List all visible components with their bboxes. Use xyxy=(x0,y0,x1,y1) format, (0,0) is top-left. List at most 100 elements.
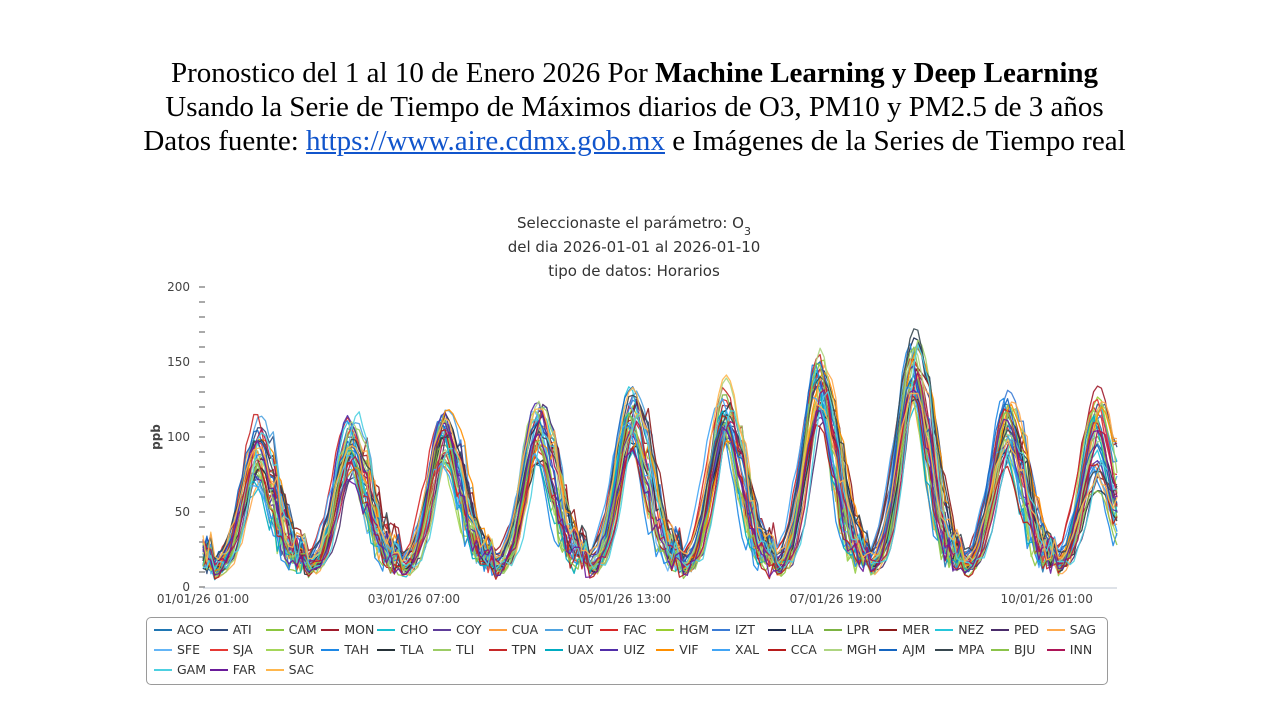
legend-label: TLI xyxy=(456,642,475,657)
legend-label: TAH xyxy=(344,642,370,657)
series-line-sac[interactable] xyxy=(202,374,1118,563)
series-line-ajm[interactable] xyxy=(202,361,1118,564)
legend-swatch xyxy=(600,648,619,651)
source-link[interactable]: https://www.aire.cdmx.gob.mx xyxy=(306,125,665,157)
legend-swatch xyxy=(377,628,396,631)
legend-item-coy[interactable]: COY xyxy=(433,622,482,637)
x-axis: 01/01/26 01:00 03/01/26 07:00 05/01/26 13:… xyxy=(157,587,1117,606)
page-heading: Pronostico del 1 al 10 de Enero 2026 Por… xyxy=(0,56,1269,158)
legend-swatch xyxy=(209,628,228,631)
legend-item-uax[interactable]: UAX xyxy=(544,642,594,657)
legend-label: MER xyxy=(902,622,930,637)
legend-item-ati[interactable]: ATI xyxy=(209,622,252,637)
y-tick-label: 100 xyxy=(167,430,190,444)
legend-swatch xyxy=(433,648,451,651)
legend-swatch xyxy=(712,648,730,651)
legend-item-sja[interactable]: SJA xyxy=(209,642,253,657)
legend-swatch xyxy=(600,628,619,631)
legend-swatch xyxy=(879,628,898,631)
legend-label: SJA xyxy=(232,642,253,657)
legend-item-sag[interactable]: SAG xyxy=(1046,622,1096,637)
y-axis: 0 50 100 150 200 ppb xyxy=(149,280,205,594)
legend-item-tah[interactable]: TAH xyxy=(321,642,369,657)
legend-swatch xyxy=(265,648,284,651)
series-lines[interactable] xyxy=(202,328,1118,581)
legend-item-lla[interactable]: LLA xyxy=(767,622,814,637)
legend-swatch xyxy=(991,628,1009,631)
legend-label: FAR xyxy=(232,662,257,677)
legend-label: SAC xyxy=(288,662,314,677)
legend-label: VIF xyxy=(679,642,699,657)
legend-label: XAL xyxy=(735,642,760,657)
series-line-cca[interactable] xyxy=(202,396,1118,580)
legend-item-cca[interactable]: CCA xyxy=(767,642,817,657)
heading-line-2: Usando la Serie de Tiempo de Máximos dia… xyxy=(165,91,1104,123)
legend-item-bju[interactable]: BJU xyxy=(991,642,1035,657)
chart-title-line-3: tipo de datos: Horarios xyxy=(548,262,720,280)
legend-item-cut[interactable]: CUT xyxy=(544,622,593,637)
legend-swatch xyxy=(488,648,507,651)
legend-swatch xyxy=(767,648,786,651)
legend-swatch xyxy=(544,628,563,631)
legend-label: ATI xyxy=(232,622,252,637)
legend-item-mgh[interactable]: MGH xyxy=(823,642,876,657)
legend-label: UIZ xyxy=(623,642,645,657)
legend-item-hgm[interactable]: HGM xyxy=(656,622,709,637)
legend-item-mon[interactable]: MON xyxy=(321,622,374,637)
legend-item-uiz[interactable]: UIZ xyxy=(600,642,645,657)
legend-item-vif[interactable]: VIF xyxy=(656,642,699,657)
legend-swatch xyxy=(823,648,842,651)
legend-item-cam[interactable]: CAM xyxy=(265,622,317,637)
series-line-mpa[interactable] xyxy=(202,328,1118,562)
legend-item-xal[interactable]: XAL xyxy=(712,642,759,657)
legend-item-nez[interactable]: NEZ xyxy=(935,622,984,637)
legend-item-tpn[interactable]: TPN xyxy=(488,642,537,657)
legend-swatch xyxy=(879,648,898,651)
chart-title-line-2: del dia 2026-01-01 al 2026-01-10 xyxy=(508,238,761,256)
legend-item-gam[interactable]: GAM xyxy=(154,662,206,677)
legend-item-fac[interactable]: FAC xyxy=(600,622,647,637)
legend-swatch xyxy=(377,648,396,651)
legend-swatch xyxy=(656,648,675,651)
legend-swatch xyxy=(1046,648,1065,651)
legend-item-lpr[interactable]: LPR xyxy=(823,622,870,637)
x-tick-label: 10/01/26 01:00 xyxy=(1001,592,1093,606)
legend-label: TPN xyxy=(511,642,537,657)
legend-label: NEZ xyxy=(958,622,984,637)
legend-item-sac[interactable]: SAC xyxy=(265,662,314,677)
legend-item-tla[interactable]: TLA xyxy=(377,642,424,657)
legend-item-ajm[interactable]: AJM xyxy=(879,642,925,657)
legend-item-tli[interactable]: TLI xyxy=(433,642,474,657)
legend-swatch xyxy=(154,628,172,631)
legend-swatch xyxy=(823,628,842,631)
legend-item-mpa[interactable]: MPA xyxy=(935,642,984,657)
legend-swatch xyxy=(433,628,451,631)
legend-item-cua[interactable]: CUA xyxy=(488,622,539,637)
legend-label: CCA xyxy=(790,642,817,657)
legend-swatch xyxy=(209,648,228,651)
legend-swatch xyxy=(321,648,340,651)
y-tick-label: 50 xyxy=(175,505,190,519)
legend-item-sur[interactable]: SUR xyxy=(265,642,315,657)
series-line-far[interactable] xyxy=(202,389,1118,579)
legend-item-inn[interactable]: INN xyxy=(1046,642,1092,657)
legend-label: HGM xyxy=(679,622,710,637)
x-tick-label: 03/01/26 07:00 xyxy=(368,592,460,606)
y-axis-label: ppb xyxy=(149,424,163,450)
legend-label: ACO xyxy=(177,622,204,637)
legend-item-ped[interactable]: PED xyxy=(991,622,1039,637)
legend-item-mer[interactable]: MER xyxy=(879,622,930,637)
legend-item-cho[interactable]: CHO xyxy=(377,622,428,637)
legend-item-aco[interactable]: ACO xyxy=(154,622,204,637)
legend-item-izt[interactable]: IZT xyxy=(712,622,755,637)
legend-label: CUA xyxy=(511,622,539,637)
legend-label: SUR xyxy=(288,642,315,657)
legend-swatch xyxy=(544,648,563,651)
legend-item-far[interactable]: FAR xyxy=(209,662,257,677)
legend-label: MPA xyxy=(958,642,985,657)
heading-line-3-suffix: e Imágenes de la Series de Tiempo real xyxy=(664,125,1126,157)
legend-item-sfe[interactable]: SFE xyxy=(154,642,200,657)
legend-label: SAG xyxy=(1069,622,1096,637)
legend-label: CHO xyxy=(400,622,429,637)
